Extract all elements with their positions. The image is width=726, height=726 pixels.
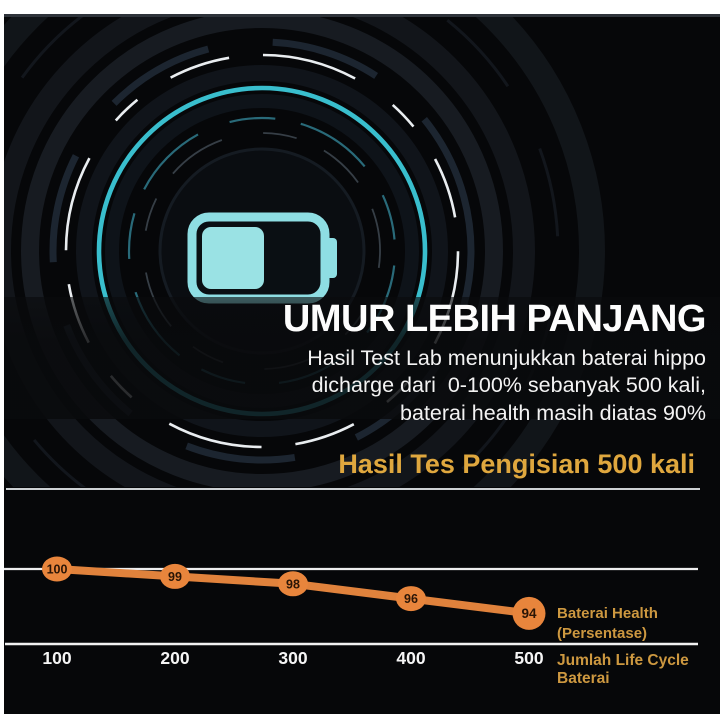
dark-content-area: UMUR LEBIH PANJANG Hasil Test Lab menunj… (4, 14, 720, 714)
x-tick-label: 400 (396, 648, 425, 668)
subtitle-line: Hasil Test Lab menunjukkan baterai hippo (307, 346, 706, 370)
data-point-marker (512, 596, 546, 630)
data-point-value: 98 (286, 577, 300, 591)
data-point-marker (42, 556, 72, 582)
data-point-marker (278, 571, 308, 597)
legend-line: Baterai Health (557, 605, 658, 622)
headline-subtitle: Hasil Test Lab menunjukkan baterai hippo… (86, 345, 706, 427)
data-point-value: 100 (47, 563, 68, 577)
chart-section-heading: Hasil Tes Pengisian 500 kali (338, 449, 695, 479)
subtitle-line: dicharge dari 0-100% sebanyak 500 kali, (311, 373, 706, 398)
data-point-value: 96 (404, 592, 418, 606)
data-point-value: 94 (521, 606, 537, 621)
x-tick-label: 200 (160, 648, 189, 668)
battery-half-icon (187, 212, 337, 304)
series-legend: Baterai Health (Persentase) (557, 604, 658, 644)
subtitle-line: baterai health masih diatas 90% (400, 400, 706, 425)
caption-shade-band (4, 297, 720, 419)
x-tick-label: 100 (42, 648, 71, 668)
page-title: UMUR LEBIH PANJANG (282, 298, 707, 340)
x-axis-label: Jumlah Life Cycle Baterai (557, 652, 689, 687)
x-tick-label: 300 (278, 648, 307, 668)
data-point-marker (160, 563, 190, 589)
legend-line: (Persentase) (557, 624, 648, 642)
x-tick-label: 500 (514, 648, 543, 668)
data-point-value: 99 (168, 570, 182, 584)
separator-line (6, 488, 700, 490)
headline-block: UMUR LEBIH PANJANG Hasil Test Lab menunj… (86, 298, 707, 427)
battery-health-line-chart: 100 99 98 96 94 100 200 300 400 500 (4, 556, 698, 668)
data-point-marker (396, 586, 426, 612)
